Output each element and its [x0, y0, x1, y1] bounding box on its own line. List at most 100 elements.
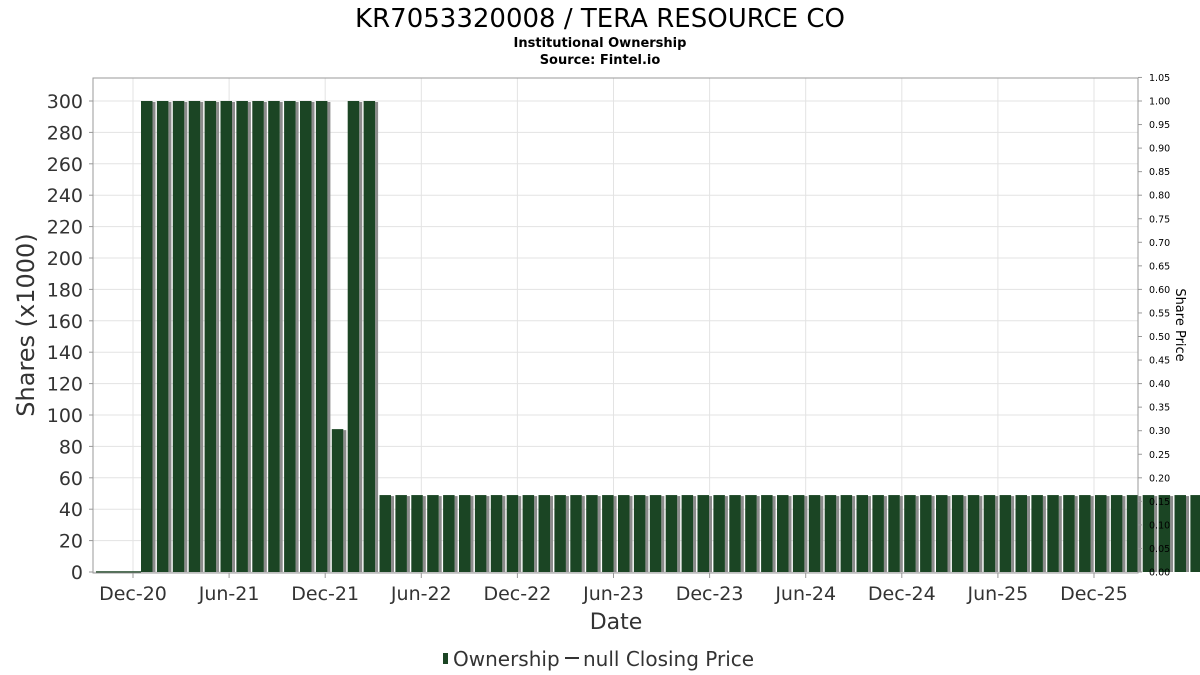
- ownership-bar: [522, 495, 535, 572]
- y-tick-label: 80: [59, 436, 83, 458]
- ownership-bar: [538, 495, 550, 572]
- ownership-bar: [427, 495, 439, 572]
- bar-shadow: [232, 102, 235, 572]
- y-tick-label: 140: [47, 342, 83, 364]
- y2-tick-label: 0.30: [1149, 426, 1170, 437]
- ownership-bar: [745, 495, 757, 572]
- ownership-bar: [236, 101, 248, 572]
- y2-tick-label: 0.45: [1149, 356, 1170, 367]
- bar-shadow: [788, 496, 792, 572]
- ownership-bar: [220, 101, 232, 572]
- ownership-bar: [665, 495, 678, 572]
- bar-shadow: [677, 496, 681, 572]
- y2-tick-label: 1.05: [1149, 73, 1170, 84]
- legend-ownership-label: Ownership: [453, 647, 560, 671]
- x-tick-label: Dec-23: [676, 583, 744, 605]
- y2-tick-label: 1.00: [1149, 97, 1170, 108]
- x-tick-label: Jun-24: [774, 583, 836, 605]
- bar-shadow: [343, 430, 347, 572]
- ownership-bar: [443, 495, 455, 572]
- y2-tick-label: 0.10: [1149, 520, 1170, 531]
- bar-shadow: [1042, 496, 1046, 572]
- x-tick-label: Jun-22: [390, 583, 452, 605]
- bar-shadow: [454, 496, 458, 572]
- y-tick-label: 60: [59, 468, 83, 490]
- ownership-bar: [840, 495, 853, 572]
- y2-tick-label: 0.20: [1149, 473, 1170, 484]
- bar-shadow: [947, 496, 951, 572]
- bar-shadow: [804, 496, 808, 572]
- y2-axis: 0.00 0.05 0.10 0.15 0.20 0.25 0.30 0.35 0.40 0.45…: [1138, 73, 1170, 579]
- y-tick-label: 280: [47, 122, 83, 144]
- y2-tick-label: 0.65: [1149, 261, 1170, 272]
- x-tick-label: Dec-24: [868, 583, 936, 605]
- bar-shadow: [1170, 496, 1174, 572]
- ownership-bar: [204, 101, 217, 572]
- bar-shadow: [486, 496, 490, 572]
- ownership-bar: [1079, 495, 1091, 572]
- y2-tick-label: 0.70: [1149, 238, 1170, 249]
- legend-price-label: null Closing Price: [583, 647, 754, 671]
- ownership-bar: [411, 495, 423, 572]
- bar-shadow: [995, 496, 999, 572]
- bar-shadow: [1011, 496, 1015, 572]
- ownership-bar: [983, 495, 996, 572]
- y-tick-label: 20: [59, 531, 83, 553]
- ownership-bar: [1015, 495, 1027, 572]
- chart-source: Source: Fintel.io: [540, 53, 661, 68]
- bar-shadow: [756, 496, 760, 572]
- ownership-bar: [920, 495, 932, 572]
- bar-shadow: [152, 102, 156, 572]
- bar-shadow: [391, 496, 394, 572]
- bar-shadow: [1138, 496, 1142, 572]
- y-axis: 0 20 40 60 80 100 120 140 160 180 200 220 240 260 280 3…: [47, 91, 93, 584]
- y-tick-label: 200: [47, 248, 83, 270]
- y2-axis-label: Share Price: [1172, 288, 1187, 361]
- ownership-bar: [363, 101, 376, 572]
- ownership-bar: [570, 495, 582, 572]
- bar-shadow: [1154, 496, 1158, 572]
- bar-shadow: [1027, 496, 1030, 572]
- bar-shadow: [740, 496, 744, 572]
- y2-tick-label: 0.75: [1149, 214, 1170, 225]
- bar-shadow: [1122, 496, 1126, 572]
- y2-tick-label: 0.90: [1149, 144, 1170, 155]
- ownership-bar: [967, 495, 980, 572]
- y2-tick-label: 0.05: [1149, 544, 1170, 555]
- x-tick-label: Dec-21: [291, 583, 359, 605]
- chart-subtitle: Institutional Ownership: [514, 36, 687, 51]
- ownership-bar: [172, 101, 185, 572]
- ownership-bar: [459, 495, 471, 572]
- bar-shadow: [709, 496, 712, 572]
- y2-tick-label: 0.25: [1149, 450, 1170, 461]
- y-tick-label: 0: [71, 562, 83, 584]
- ownership-bar: [506, 495, 519, 572]
- x-tick-label: Dec-20: [99, 583, 167, 605]
- ownership-bar: [188, 101, 201, 572]
- y2-tick-label: 0.15: [1149, 497, 1170, 508]
- ownership-bar: [331, 429, 344, 572]
- y-tick-label: 160: [47, 311, 83, 333]
- ownership-bar: [156, 101, 169, 572]
- y-tick-label: 100: [47, 405, 83, 427]
- ownership-bar: [586, 495, 598, 572]
- bar-shadow: [327, 102, 331, 572]
- bar-shadow: [295, 102, 299, 572]
- bar-shadow: [168, 102, 172, 572]
- ownership-bar: [141, 101, 153, 572]
- ownership-bar: [951, 495, 964, 572]
- bar-shadow: [502, 496, 506, 572]
- ownership-bar: [729, 495, 741, 572]
- bar-shadow: [661, 496, 665, 572]
- bar-shadow: [836, 496, 840, 572]
- ownership-bar: [888, 495, 900, 572]
- y2-tick-label: 0.50: [1149, 332, 1170, 343]
- bar-shadow: [724, 496, 728, 572]
- x-axis-label: Date: [590, 610, 643, 635]
- bar-shadow: [216, 102, 220, 572]
- bar-shadow: [263, 102, 267, 572]
- x-tick-label: Dec-22: [483, 583, 551, 605]
- ownership-bar: [761, 495, 773, 572]
- ownership-bar: [490, 495, 503, 572]
